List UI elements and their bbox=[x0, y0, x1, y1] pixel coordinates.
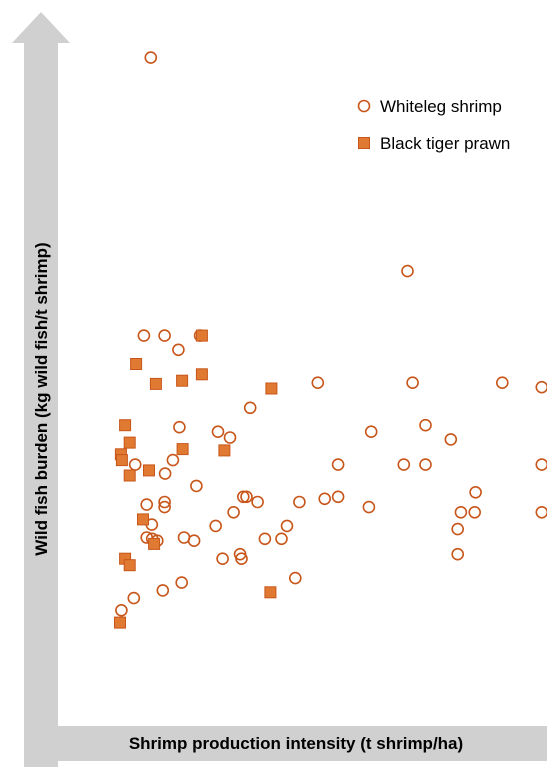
point-whiteleg-shrimp bbox=[175, 576, 188, 589]
point-whiteleg-shrimp bbox=[331, 490, 345, 504]
point-whiteleg-shrimp bbox=[406, 376, 419, 390]
point-black-tiger-prawn bbox=[119, 419, 132, 432]
point-whiteleg-shrimp bbox=[397, 458, 411, 471]
point-whiteleg-shrimp bbox=[158, 500, 171, 514]
legend-label-whiteleg: Whiteleg shrimp bbox=[380, 97, 502, 116]
point-black-tiger-prawn bbox=[115, 454, 128, 467]
point-black-tiger-prawn bbox=[195, 368, 208, 381]
point-whiteleg-shrimp bbox=[190, 479, 203, 493]
point-whiteleg-shrimp bbox=[158, 329, 171, 342]
legend-label-blacktiger: Black tiger prawn bbox=[380, 134, 510, 153]
point-whiteleg-shrimp bbox=[451, 522, 465, 536]
point-whiteleg-shrimp bbox=[172, 343, 185, 357]
point-whiteleg-shrimp bbox=[166, 453, 180, 467]
point-whiteleg-shrimp bbox=[211, 425, 225, 439]
point-whiteleg-shrimp bbox=[237, 490, 250, 504]
y-axis-arrow bbox=[12, 12, 70, 767]
point-whiteleg-shrimp bbox=[209, 519, 222, 533]
point-black-tiger-prawn bbox=[195, 329, 208, 342]
point-whiteleg-shrimp bbox=[227, 505, 240, 519]
point-whiteleg-shrimp bbox=[535, 458, 547, 471]
point-whiteleg-shrimp bbox=[140, 498, 153, 511]
point-whiteleg-shrimp bbox=[240, 490, 253, 504]
point-whiteleg-shrimp bbox=[535, 380, 547, 394]
point-whiteleg-shrimp bbox=[187, 534, 201, 548]
point-whiteleg-shrimp bbox=[275, 532, 288, 546]
point-whiteleg-shrimp bbox=[280, 519, 294, 533]
point-whiteleg-shrimp bbox=[243, 401, 257, 415]
point-whiteleg-shrimp bbox=[258, 532, 272, 546]
point-black-tiger-prawn bbox=[123, 559, 136, 572]
point-black-tiger-prawn bbox=[265, 382, 278, 395]
point-whiteleg-shrimp bbox=[144, 51, 158, 64]
point-whiteleg-shrimp bbox=[251, 495, 264, 509]
legend: Whiteleg shrimp Black tiger prawn bbox=[357, 97, 510, 153]
y-axis-label: Wild fish burden (kg wild fish/t shrimp) bbox=[32, 242, 51, 555]
point-black-tiger-prawn bbox=[176, 443, 189, 456]
point-black-tiger-prawn bbox=[148, 537, 161, 550]
point-whiteleg-shrimp bbox=[216, 552, 229, 566]
legend-marker-whiteleg bbox=[357, 99, 371, 113]
point-whiteleg-shrimp bbox=[469, 485, 482, 499]
point-whiteleg-shrimp bbox=[158, 495, 171, 509]
point-black-tiger-prawn bbox=[264, 586, 277, 599]
point-whiteleg-shrimp bbox=[127, 591, 141, 605]
point-black-tiger-prawn bbox=[218, 444, 231, 457]
point-black-tiger-prawn bbox=[149, 377, 162, 390]
point-whiteleg-shrimp bbox=[173, 420, 186, 434]
point-black-tiger-prawn bbox=[114, 616, 126, 629]
point-whiteleg-shrimp bbox=[128, 458, 142, 471]
point-whiteleg-shrimp bbox=[401, 264, 414, 278]
point-whiteleg-shrimp bbox=[293, 495, 306, 509]
point-whiteleg-shrimp bbox=[468, 505, 482, 519]
point-whiteleg-shrimp bbox=[137, 329, 151, 342]
x-axis-bar bbox=[58, 726, 547, 761]
point-whiteleg-shrimp bbox=[419, 418, 432, 432]
point-whiteleg-shrimp bbox=[362, 500, 376, 514]
point-whiteleg-shrimp bbox=[451, 547, 465, 561]
data-points bbox=[114, 51, 547, 629]
point-black-tiger-prawn bbox=[130, 358, 143, 370]
point-whiteleg-shrimp bbox=[419, 458, 432, 471]
point-whiteleg-shrimp bbox=[318, 492, 332, 506]
point-black-tiger-prawn bbox=[123, 436, 136, 449]
point-whiteleg-shrimp bbox=[235, 552, 248, 566]
point-whiteleg-shrimp bbox=[495, 376, 509, 390]
point-black-tiger-prawn bbox=[176, 374, 189, 387]
point-whiteleg-shrimp bbox=[535, 506, 547, 519]
legend-marker-blacktiger bbox=[358, 137, 370, 149]
point-whiteleg-shrimp bbox=[156, 584, 170, 597]
point-whiteleg-shrimp bbox=[158, 467, 172, 480]
point-whiteleg-shrimp bbox=[288, 571, 302, 585]
point-whiteleg-shrimp bbox=[223, 431, 237, 444]
x-axis-label: Shrimp production intensity (t shrimp/ha… bbox=[129, 734, 463, 753]
point-black-tiger-prawn bbox=[143, 464, 155, 477]
point-whiteleg-shrimp bbox=[115, 603, 128, 617]
point-whiteleg-shrimp bbox=[331, 458, 345, 471]
point-black-tiger-prawn bbox=[123, 469, 136, 482]
point-whiteleg-shrimp bbox=[311, 376, 325, 390]
point-black-tiger-prawn bbox=[137, 513, 149, 526]
point-whiteleg-shrimp bbox=[454, 505, 468, 519]
point-whiteleg-shrimp bbox=[364, 425, 378, 439]
point-whiteleg-shrimp bbox=[444, 433, 458, 446]
